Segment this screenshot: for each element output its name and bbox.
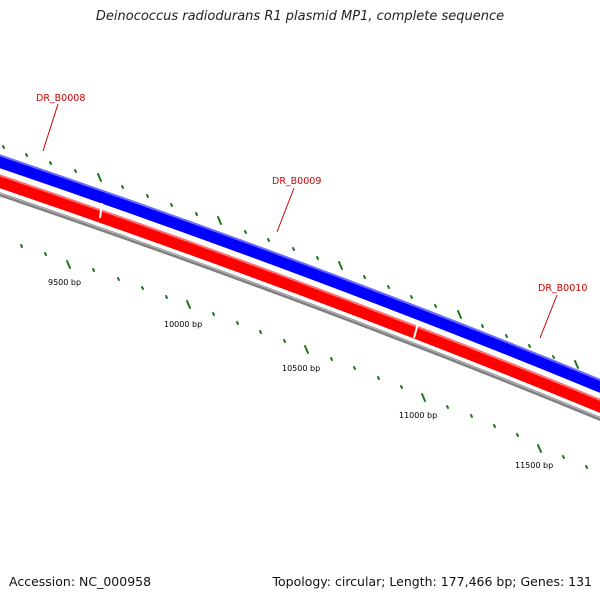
outer-ticks	[2, 145, 579, 369]
tick-label: 11000 bp	[399, 411, 437, 420]
gene-leader-line	[42, 103, 59, 152]
forward-strand-highlight	[0, 154, 600, 381]
gene-label-dr-b0009[interactable]: DR_B0009	[272, 176, 321, 187]
gene-boundary	[99, 202, 103, 219]
backbone-highlight	[0, 192, 600, 419]
tick-label: 9500 bp	[48, 278, 81, 287]
tick-label: 11500 bp	[515, 461, 553, 470]
gene-label-dr-b0010[interactable]: DR_B0010	[538, 283, 587, 294]
inner-ticks	[20, 244, 588, 469]
gene-label-dr-b0008[interactable]: DR_B0008	[36, 93, 85, 104]
gene-leader-line	[276, 187, 295, 233]
backbone-circle	[0, 192, 600, 422]
tick-label: 10500 bp	[282, 364, 320, 373]
forward-strand-track	[0, 154, 600, 393]
accession-text: Accession: NC_000958	[9, 574, 152, 589]
map-title: Deinococcus radiodurans R1 plasmid MP1, …	[95, 9, 505, 24]
gene-boundary	[413, 322, 419, 339]
reverse-strand-highlight	[0, 174, 600, 401]
gene-leader-line	[539, 294, 558, 339]
tick-label: 10000 bp	[164, 320, 202, 329]
reverse-strand-track	[0, 174, 600, 413]
topology-summary: Topology: circular; Length: 177,466 bp; …	[272, 574, 593, 589]
